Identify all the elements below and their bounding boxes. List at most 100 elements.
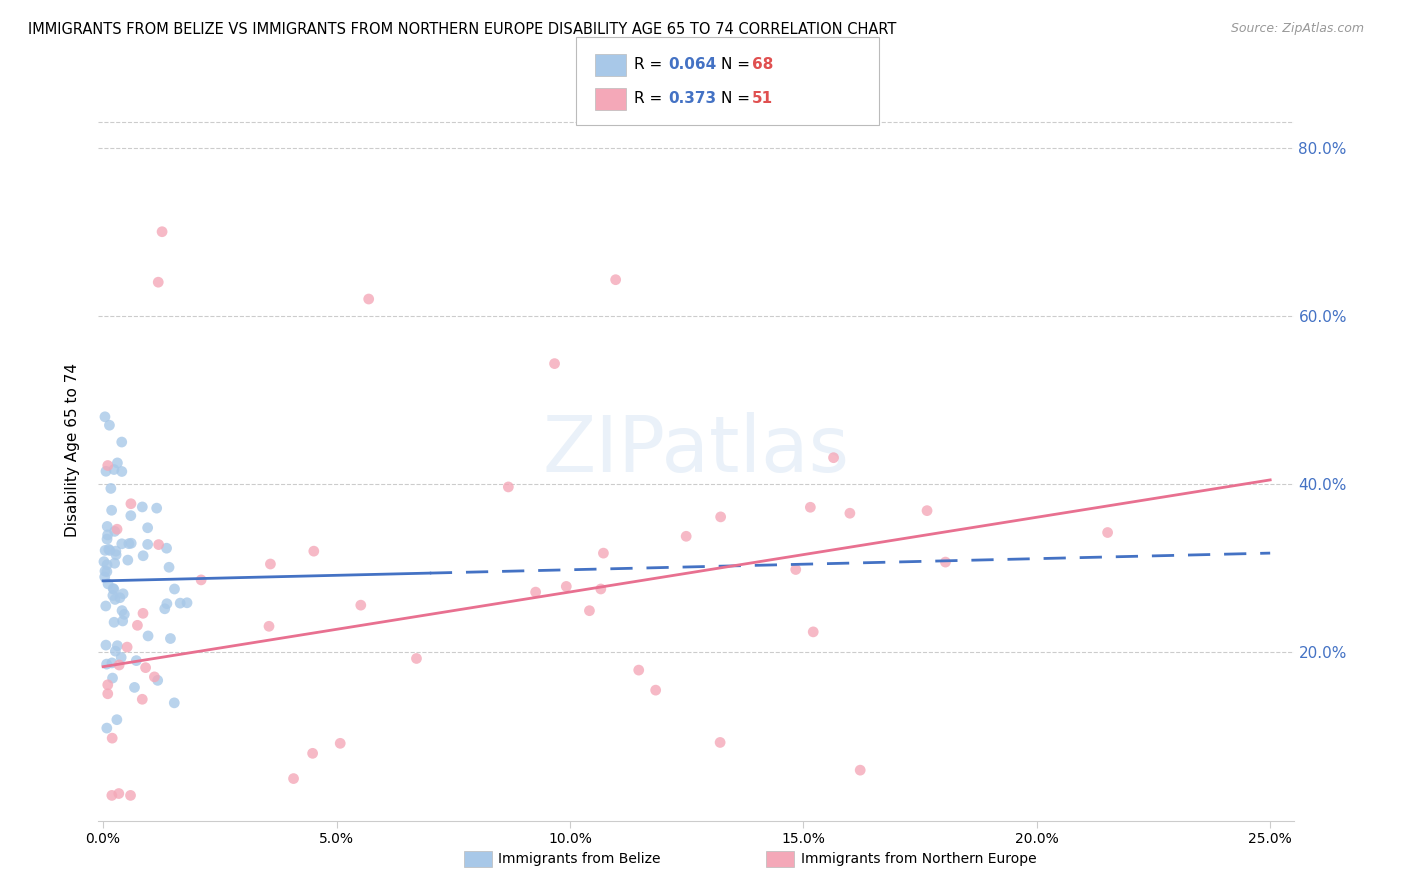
Text: N =: N = [721, 57, 755, 71]
Point [115, 640, 138, 654]
Point [124, 681, 146, 695]
Point [97, 678, 120, 692]
Point [785, 562, 807, 576]
Point [111, 435, 134, 450]
Point [103, 462, 125, 476]
Point [801, 624, 824, 639]
Point [710, 509, 733, 524]
Point [357, 292, 380, 306]
Point [104, 544, 127, 558]
Point [104, 644, 127, 658]
Point [578, 604, 600, 618]
Point [105, 522, 128, 536]
Point [675, 529, 697, 543]
Point [100, 503, 122, 517]
Point [97, 687, 120, 701]
Point [94, 599, 117, 613]
Point [97, 458, 120, 473]
Point [97, 577, 120, 591]
Point [135, 660, 157, 674]
Point [283, 772, 305, 786]
Point [94, 464, 117, 478]
Point [120, 789, 142, 803]
Point [93, 570, 115, 584]
Point [259, 557, 281, 571]
Point [101, 731, 124, 746]
Point [108, 591, 131, 605]
Point [108, 658, 131, 673]
Point [101, 656, 124, 670]
Point [146, 673, 169, 688]
Point [96, 721, 118, 735]
Point [96, 657, 118, 672]
Point [105, 548, 128, 562]
Point [849, 763, 872, 777]
Text: 0.373: 0.373 [668, 91, 716, 105]
Point [104, 524, 127, 539]
Text: N =: N = [721, 91, 755, 105]
Point [169, 596, 191, 610]
Point [118, 537, 141, 551]
Point [120, 508, 142, 523]
Point [101, 582, 124, 596]
Point [155, 541, 177, 556]
Point [105, 639, 128, 653]
Point [93, 555, 115, 569]
Text: Immigrants from Northern Europe: Immigrants from Northern Europe [801, 852, 1038, 866]
Point [136, 521, 159, 535]
Point [543, 357, 565, 371]
Point [94, 564, 117, 578]
Point [97, 542, 120, 557]
Point [190, 573, 212, 587]
Point [96, 565, 118, 579]
Point [104, 556, 127, 570]
Text: Immigrants from Belize: Immigrants from Belize [498, 852, 661, 866]
Point [145, 501, 167, 516]
Point [96, 532, 118, 546]
Text: 51: 51 [752, 91, 773, 105]
Point [524, 585, 547, 599]
Point [111, 537, 134, 551]
Point [98, 543, 121, 558]
Point [132, 607, 155, 621]
Point [329, 736, 352, 750]
Point [1097, 525, 1119, 540]
Text: IMMIGRANTS FROM BELIZE VS IMMIGRANTS FROM NORTHERN EUROPE DISABILITY AGE 65 TO 7: IMMIGRANTS FROM BELIZE VS IMMIGRANTS FRO… [28, 22, 897, 37]
Text: Source: ZipAtlas.com: Source: ZipAtlas.com [1230, 22, 1364, 36]
Point [350, 598, 373, 612]
Point [838, 506, 860, 520]
Point [143, 670, 166, 684]
Text: R =: R = [634, 91, 668, 105]
Point [117, 553, 139, 567]
Point [94, 638, 117, 652]
Point [112, 607, 135, 622]
Point [301, 747, 323, 761]
Text: R =: R = [634, 57, 668, 71]
Point [605, 273, 627, 287]
Point [101, 589, 124, 603]
Point [136, 537, 159, 551]
Point [799, 500, 821, 515]
Point [127, 618, 149, 632]
Point [103, 582, 125, 597]
Y-axis label: Disability Age 65 to 74: Disability Age 65 to 74 [65, 363, 80, 538]
Point [176, 596, 198, 610]
Point [405, 651, 427, 665]
Point [108, 787, 131, 801]
Point [498, 480, 520, 494]
Point [589, 582, 612, 596]
Point [101, 789, 124, 803]
Point [153, 601, 176, 615]
Point [97, 528, 120, 542]
Point [112, 587, 135, 601]
Point [111, 604, 134, 618]
Point [100, 482, 122, 496]
Point [131, 692, 153, 706]
Point [94, 543, 117, 558]
Point [627, 663, 650, 677]
Point [98, 418, 121, 433]
Point [105, 713, 128, 727]
Point [163, 582, 186, 596]
Point [96, 519, 118, 533]
Point [120, 536, 142, 550]
